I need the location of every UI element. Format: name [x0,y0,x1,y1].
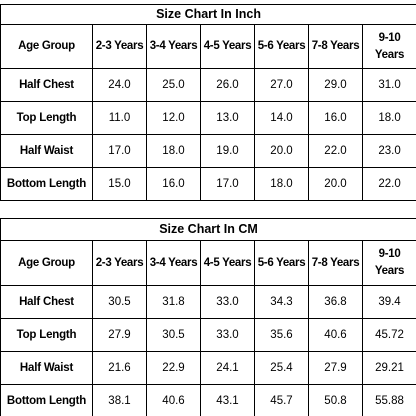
size-value: 30.5 [146,318,201,352]
size-table: Size Chart In CM Age Group 2-3 Years 3-4 Ye… [0,218,416,416]
table-title: Size Chart In Inch [0,4,416,25]
size-table: Size Chart In Inch Age Group 2-3 Years 3-4 … [0,4,416,201]
header-cell: 9-10 Years [361,24,416,69]
data-row: Half Waist 17.0 18.0 19.0 20.0 22.0 23.0 [0,134,416,168]
header-cell: Age Group [0,240,93,286]
size-value: 14.0 [254,101,309,135]
size-value: 39.4 [361,285,416,319]
size-value: 22.0 [361,167,416,201]
size-value: 29.21 [361,351,416,385]
header-cell: 3-4 Years [146,24,201,69]
row-label: Half Waist [0,351,93,385]
size-value: 26.0 [200,68,255,102]
size-value: 27.9 [308,351,363,385]
size-value: 36.8 [308,285,363,319]
row-label: Half Chest [0,68,93,102]
header-cell: 4-5 Years [200,240,255,286]
size-value: 33.0 [200,318,255,352]
row-label: Bottom Length [0,167,93,201]
size-value: 24.0 [92,68,147,102]
header-cell: 2-3 Years [92,24,147,69]
size-value: 43.1 [200,384,255,416]
size-value: 30.5 [92,285,147,319]
title-row: Size Chart In Inch [0,4,416,25]
size-value: 55.88 [361,384,416,416]
size-value: 40.6 [308,318,363,352]
size-value: 17.0 [92,134,147,168]
size-value: 35.6 [254,318,309,352]
header-row: Age Group 2-3 Years 3-4 Years 4-5 Years 5-6 … [0,240,416,286]
size-value: 18.0 [361,101,416,135]
size-value: 22.0 [308,134,363,168]
size-value: 38.1 [92,384,147,416]
data-row: Top Length 27.9 30.5 33.0 35.6 40.6 45.72 [0,318,416,352]
size-value: 45.7 [254,384,309,416]
size-value: 29.0 [308,68,363,102]
header-cell: 5-6 Years [254,240,309,286]
header-cell: 4-5 Years [200,24,255,69]
data-row: Half Chest 30.5 31.8 33.0 34.3 36.8 39.4 [0,285,416,319]
data-row: Half Waist 21.6 22.9 24.1 25.4 27.9 29.21 [0,351,416,385]
size-value: 15.0 [92,167,147,201]
title-row: Size Chart In CM [0,218,416,241]
size-value: 34.3 [254,285,309,319]
size-value: 12.0 [146,101,201,135]
row-label: Top Length [0,101,93,135]
size-value: 21.6 [92,351,147,385]
size-value: 45.72 [361,318,416,352]
table-title: Size Chart In CM [0,218,416,241]
size-value: 31.8 [146,285,201,319]
row-label: Half Waist [0,134,93,168]
row-label: Bottom Length [0,384,93,416]
size-value: 19.0 [200,134,255,168]
row-label: Half Chest [0,285,93,319]
size-value: 18.0 [146,134,201,168]
size-value: 33.0 [200,285,255,319]
header-cell: 7-8 Years [308,240,363,286]
size-value: 20.0 [308,167,363,201]
header-cell: Age Group [0,24,93,69]
size-value: 23.0 [361,134,416,168]
size-value: 18.0 [254,167,309,201]
size-value: 22.9 [146,351,201,385]
header-row: Age Group 2-3 Years 3-4 Years 4-5 Years 5-6 … [0,24,416,69]
data-row: Bottom Length 15.0 16.0 17.0 18.0 20.0 22.0 [0,167,416,201]
data-row: Bottom Length 38.1 40.6 43.1 45.7 50.8 55.88 [0,384,416,416]
header-cell: 9-10 Years [361,240,416,286]
size-value: 31.0 [361,68,416,102]
size-value: 16.0 [146,167,201,201]
size-value: 25.4 [254,351,309,385]
header-cell: 7-8 Years [308,24,363,69]
size-value: 17.0 [200,167,255,201]
header-cell: 2-3 Years [92,240,147,286]
size-value: 50.8 [308,384,363,416]
row-label: Top Length [0,318,93,352]
data-row: Half Chest 24.0 25.0 26.0 27.0 29.0 31.0 [0,68,416,102]
size-value: 25.0 [146,68,201,102]
size-value: 20.0 [254,134,309,168]
size-value: 24.1 [200,351,255,385]
data-row: Top Length 11.0 12.0 13.0 14.0 16.0 18.0 [0,101,416,135]
size-value: 27.9 [92,318,147,352]
size-value: 16.0 [308,101,363,135]
header-cell: 5-6 Years [254,24,309,69]
size-value: 13.0 [200,101,255,135]
header-cell: 3-4 Years [146,240,201,286]
size-value: 40.6 [146,384,201,416]
size-value: 11.0 [92,101,147,135]
size-value: 27.0 [254,68,309,102]
